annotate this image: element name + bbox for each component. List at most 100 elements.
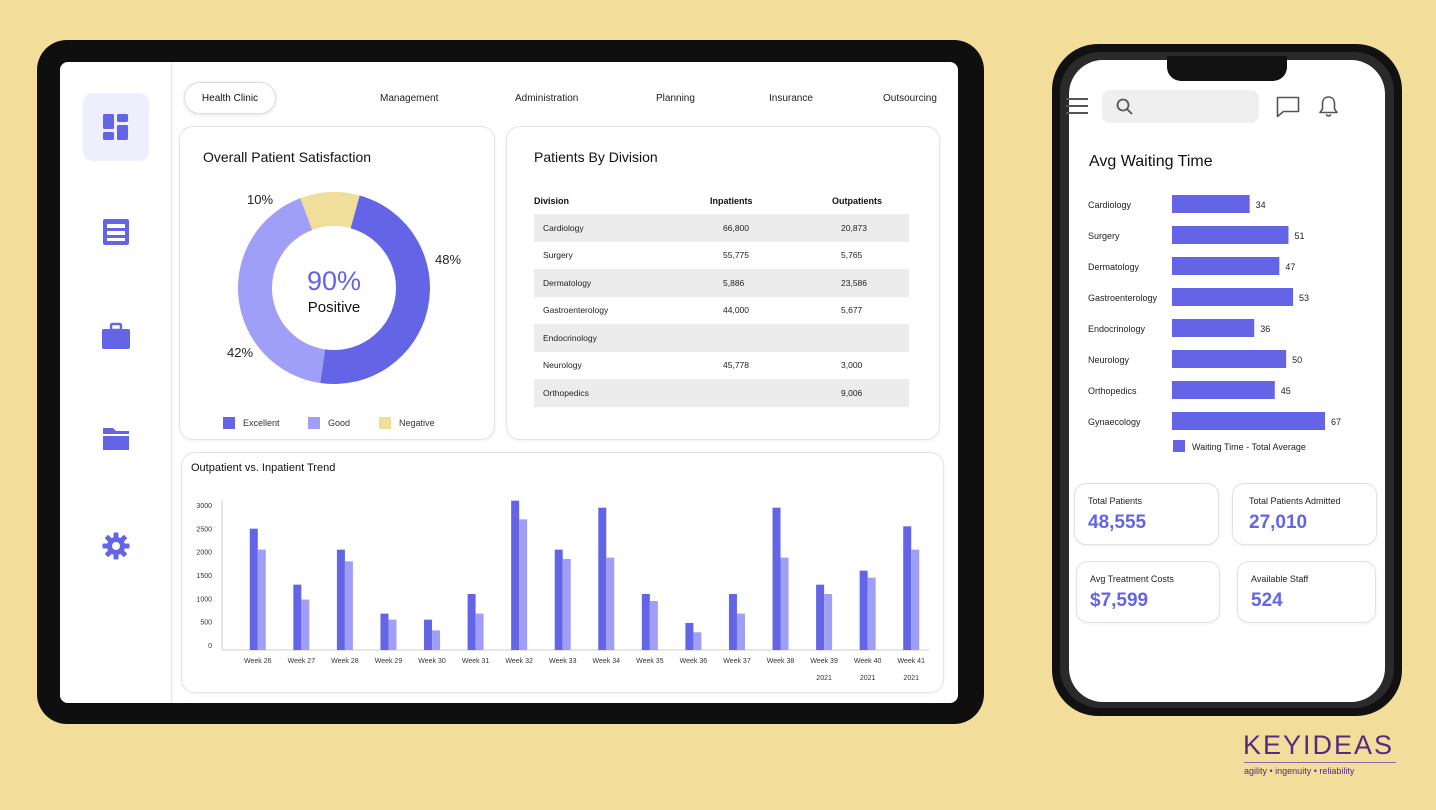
wait-bar (1172, 412, 1325, 430)
nav-planning[interactable]: Planning (656, 93, 695, 104)
table-row: Neurology 45,778 3,000 (534, 352, 909, 380)
x-tick-label: Week 34 (593, 658, 621, 665)
donut-center-value: 90% (306, 266, 362, 296)
phone-notch (1167, 56, 1287, 81)
trend-bar (816, 584, 825, 650)
y-tick-label: 3000 (196, 503, 212, 510)
cell-inpatients: 44,000 (723, 305, 749, 316)
table-row: Orthopedics 9,006 (534, 379, 909, 407)
cell-outpatients: 20,873 (841, 222, 867, 233)
stat-avg-cost: Avg Treatment Costs $7,599 (1076, 561, 1220, 623)
wait-value-label: 36 (1260, 324, 1270, 334)
cell-division: Endocrinology (543, 332, 597, 343)
wait-bar (1172, 226, 1289, 244)
header-division: Division (534, 196, 570, 206)
trend-bar (780, 557, 789, 650)
bell-icon[interactable] (1318, 95, 1339, 118)
legend-excellent: Excellent (223, 417, 280, 429)
trend-bar (301, 599, 310, 650)
wait-value-label: 34 (1256, 200, 1266, 210)
wait-category-label: Endocrinology (1088, 324, 1146, 334)
trend-title: Outpatient vs. Inpatient Trend (191, 462, 336, 474)
x-tick-label: Week 29 (375, 658, 403, 665)
x-tick-sublabel: 2021 (860, 675, 876, 682)
trend-bar (336, 549, 345, 650)
cell-division: Gastroenterology (543, 305, 609, 316)
y-tick-label: 2500 (196, 526, 212, 533)
x-tick-sublabel: 2021 (816, 675, 832, 682)
sidebar-item-layout[interactable] (83, 198, 149, 266)
gear-icon (102, 532, 130, 560)
stat-value: 48,555 (1088, 512, 1147, 533)
chat-icon[interactable] (1276, 96, 1300, 118)
wait-value-label: 50 (1292, 355, 1302, 365)
trend-bar (380, 613, 389, 650)
folder-icon (103, 428, 129, 450)
donut-center-text: Positive (307, 299, 361, 316)
nav-outsourcing[interactable]: Outsourcing (883, 93, 937, 104)
satisfaction-title: Overall Patient Satisfaction (203, 149, 372, 165)
trend-bar (424, 619, 433, 650)
trend-bar (641, 594, 650, 650)
table-row: Cardiology 66,800 20,873 (534, 214, 909, 242)
trend-bar (903, 526, 912, 650)
y-tick-label: 0 (208, 643, 212, 650)
cell-outpatients: 3,000 (841, 360, 863, 371)
trend-bar (467, 594, 476, 650)
trend-bar (867, 577, 876, 650)
stat-label: Available Staff (1251, 574, 1309, 584)
trend-bar (554, 549, 563, 650)
stat-value: $7,599 (1090, 590, 1149, 611)
trend-bar (606, 557, 615, 650)
wait-bar (1172, 381, 1275, 399)
sidebar-item-settings[interactable] (83, 512, 149, 580)
sidebar-item-dashboard[interactable] (83, 93, 149, 161)
legend-swatch (1173, 440, 1185, 452)
trend-bar (859, 570, 868, 650)
trend-bar (562, 559, 571, 650)
sidebar-item-briefcase[interactable] (83, 302, 149, 370)
stat-total-patients: Total Patients 48,555 (1074, 483, 1219, 545)
trend-bar (911, 549, 920, 650)
trend-bar (772, 507, 781, 650)
cell-outpatients: 5,765 (841, 250, 863, 261)
wait-category-label: Gynaecology (1088, 417, 1141, 427)
wait-category-label: Cardiology (1088, 200, 1132, 210)
search-input[interactable] (1102, 90, 1259, 123)
label-excellent: 48% (435, 252, 462, 267)
trend-bar (475, 613, 484, 650)
division-table: Division Inpatients Outpatients Cardiolo… (534, 188, 909, 407)
nav-health-clinic[interactable]: Health Clinic (184, 82, 276, 114)
cell-division: Cardiology (543, 222, 584, 233)
x-tick-sublabel: 2021 (903, 675, 919, 682)
wait-time-title: Avg Waiting Time (1089, 153, 1213, 170)
nav-insurance[interactable]: Insurance (769, 93, 813, 104)
wait-value-label: 47 (1285, 262, 1295, 272)
wait-bar (1172, 350, 1287, 368)
x-tick-label: Week 37 (723, 658, 751, 665)
table-header: Division Inpatients Outpatients (534, 188, 909, 214)
nav-administration[interactable]: Administration (515, 93, 579, 104)
trend-bar (249, 528, 258, 650)
layout-icon (103, 219, 129, 245)
menu-icon[interactable] (1066, 97, 1088, 115)
trend-bar (685, 622, 694, 650)
nav-management[interactable]: Management (380, 93, 439, 104)
satisfaction-card (179, 126, 495, 440)
wait-legend: Waiting Time - Total Average (1192, 442, 1306, 452)
stat-staff: Available Staff 524 (1237, 561, 1376, 623)
x-tick-label: Week 41 (897, 658, 925, 665)
trend-bar (511, 500, 520, 650)
y-tick-label: 2000 (196, 550, 212, 557)
x-tick-label: Week 38 (767, 658, 795, 665)
x-tick-label: Week 28 (331, 658, 359, 665)
trend-bar (388, 619, 397, 650)
y-tick-label: 1500 (196, 573, 212, 580)
trend-bar (649, 601, 658, 650)
donut-slice-negative (300, 192, 360, 230)
legend-negative: Negative (379, 417, 435, 429)
cell-inpatients: 45,778 (723, 360, 749, 371)
x-tick-label: Week 39 (810, 658, 838, 665)
sidebar-item-folder[interactable] (83, 404, 149, 472)
cell-outpatients: 23,586 (841, 277, 867, 288)
